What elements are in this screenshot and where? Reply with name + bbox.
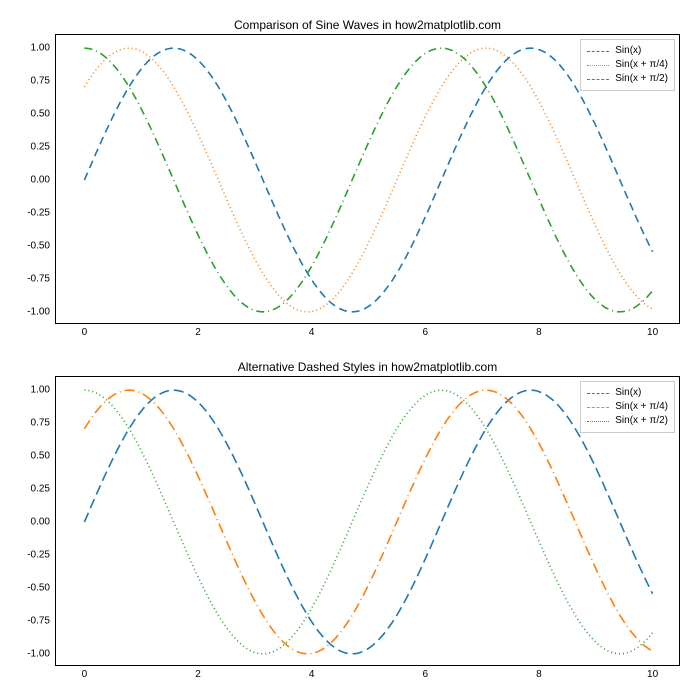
legend-label: Sin(x) [615, 44, 641, 58]
curve-sinX_pi2 [84, 390, 652, 654]
x-tick: 4 [309, 323, 315, 338]
legend-label: Sin(x + π/2) [615, 414, 668, 428]
y-tick: 0.75 [31, 418, 56, 429]
y-tick: 0.00 [31, 175, 56, 186]
legend: Sin(x)Sin(x + π/4)Sin(x + π/2) [580, 39, 675, 91]
y-tick: 0.00 [31, 517, 56, 528]
x-tick: 0 [82, 323, 88, 338]
curve-sinX [84, 48, 652, 312]
y-tick: 0.25 [31, 484, 56, 495]
x-tick: 10 [647, 665, 658, 680]
y-tick: -1.00 [27, 306, 56, 317]
panel-title: Alternative Dashed Styles in how2matplot… [55, 360, 680, 374]
plot-area: -1.00-0.75-0.50-0.250.000.250.500.751.00… [55, 34, 680, 324]
legend-swatch [587, 407, 609, 408]
curve-sinX_pi4 [84, 48, 652, 312]
y-tick: -0.25 [27, 207, 56, 218]
plot-area: -1.00-0.75-0.50-0.250.000.250.500.751.00… [55, 376, 680, 666]
x-tick: 6 [423, 323, 429, 338]
legend-label: Sin(x + π/4) [615, 400, 668, 414]
legend-label: Sin(x + π/4) [615, 58, 668, 72]
y-tick: 0.50 [31, 109, 56, 120]
panel-title: Comparison of Sine Waves in how2matplotl… [55, 18, 680, 32]
panel-bot: Alternative Dashed Styles in how2matplot… [55, 360, 680, 666]
legend-item: Sin(x) [587, 44, 668, 58]
y-tick: 1.00 [31, 43, 56, 54]
y-tick: 1.00 [31, 385, 56, 396]
legend-item: Sin(x + π/4) [587, 58, 668, 72]
legend: Sin(x)Sin(x + π/4)Sin(x + π/2) [580, 381, 675, 433]
curve-sinX [84, 390, 652, 654]
y-tick: 0.75 [31, 76, 56, 87]
panel-top: Comparison of Sine Waves in how2matplotl… [55, 18, 680, 324]
figure: Comparison of Sine Waves in how2matplotl… [0, 0, 700, 700]
x-tick: 10 [647, 323, 658, 338]
x-tick: 8 [536, 665, 542, 680]
legend-item: Sin(x) [587, 386, 668, 400]
x-tick: 6 [423, 665, 429, 680]
legend-swatch [587, 51, 609, 52]
x-tick: 2 [195, 323, 201, 338]
x-tick: 2 [195, 665, 201, 680]
legend-swatch [587, 393, 609, 394]
x-tick: 8 [536, 323, 542, 338]
y-tick: -0.25 [27, 549, 56, 560]
legend-swatch [587, 79, 609, 80]
y-tick: -0.50 [27, 240, 56, 251]
y-tick: 0.50 [31, 451, 56, 462]
y-tick: -0.50 [27, 582, 56, 593]
legend-label: Sin(x + π/2) [615, 72, 668, 86]
legend-item: Sin(x + π/2) [587, 414, 668, 428]
legend-item: Sin(x + π/2) [587, 72, 668, 86]
legend-label: Sin(x) [615, 386, 641, 400]
y-tick: 0.25 [31, 142, 56, 153]
y-tick: -0.75 [27, 615, 56, 626]
curve-sinX_pi4 [84, 390, 652, 654]
legend-swatch [587, 65, 609, 66]
x-tick: 4 [309, 665, 315, 680]
legend-swatch [587, 421, 609, 422]
y-tick: -1.00 [27, 648, 56, 659]
x-tick: 0 [82, 665, 88, 680]
curve-sinX_pi2 [84, 48, 652, 312]
legend-item: Sin(x + π/4) [587, 400, 668, 414]
y-tick: -0.75 [27, 273, 56, 284]
